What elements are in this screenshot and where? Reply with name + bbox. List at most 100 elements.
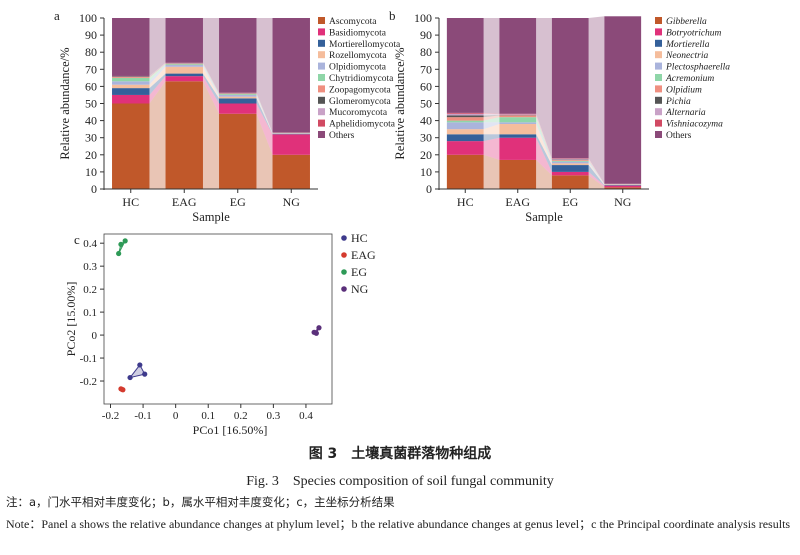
panel-b-band-pichia-0 <box>483 115 500 118</box>
panel-b-bar-gibberella-eg <box>551 175 589 189</box>
panel-b-bar-gibberella-ng <box>604 187 642 189</box>
panel-b-bar-olpidium-eg <box>551 159 589 161</box>
panel-b-bar-acremonium-eag <box>499 117 537 123</box>
panel-a-band-rozellomycota-1 <box>202 66 220 99</box>
panel-c-ytick-label: -0.2 <box>80 376 97 388</box>
panel-a-ytick-label: 80 <box>85 45 97 59</box>
panel-b-legend-label-neonectria: Neonectria <box>665 51 708 61</box>
panel-a-ytick-label: 70 <box>85 62 97 76</box>
panel-a-bar-ascomycota-eg <box>219 113 257 189</box>
panel-c-ytick-label: 0.4 <box>83 238 97 250</box>
panel-c-ytick-label: 0.2 <box>83 284 97 296</box>
panel-a-ytick-label: 40 <box>85 114 97 128</box>
panel-c-hull-eg <box>118 240 126 254</box>
panel-a-band-rozellomycota-2 <box>256 96 273 134</box>
panel-b-bar-plectosphaerella-hc <box>446 122 484 130</box>
panel-c-legend-label-eag: EAG <box>351 248 376 262</box>
panel-a-bar-others-eg <box>219 18 257 93</box>
panel-b-legend-swatch-pichia <box>655 96 662 104</box>
panel-c-legend-marker-eg <box>341 269 347 275</box>
panel-a-legend-label-zoopagomycota: Zoopagomycota <box>329 85 392 95</box>
panel-a-band-glomeromycota-1 <box>202 63 220 94</box>
panel-b-band-olpidium-0 <box>483 115 500 121</box>
panel-b-band-olpidium-1 <box>536 115 552 161</box>
panel-b-band-olpidium-2 <box>588 159 605 185</box>
panel-a-legend-label-rozellomycota: Rozellomycota <box>329 51 387 61</box>
panel-b-band-mortierella-2 <box>588 165 605 186</box>
panel-b-band-alternaria-0 <box>483 113 500 116</box>
panel-a-bar-olpidiomycota-eg <box>219 94 257 97</box>
panel-b-band-others-2 <box>588 16 605 184</box>
panel-c-ytick-label: -0.1 <box>80 353 97 365</box>
panel-a-bar-ascomycota-eag <box>165 81 203 189</box>
panel-c-point-hc-1 <box>137 362 143 368</box>
panel-a-bar-olpidiomycota-hc <box>112 81 150 85</box>
panel-b-bar-pichia-hc <box>446 115 484 118</box>
panel-a-bar-others-eag <box>165 18 203 63</box>
panel-c-legend-label-eg: EG <box>351 265 367 279</box>
panel-a-band-others-0 <box>149 18 166 76</box>
panel-a-ytick-label: 0 <box>91 182 97 196</box>
panel-b-legend-swatch-alternaria <box>655 108 662 116</box>
panel-a-legend-swatch-chytridiomycota <box>318 74 325 81</box>
panel-b-legend-swatch-mortierella <box>655 39 662 47</box>
panel-b-legend-swatch-plectosphaerella <box>655 62 662 70</box>
panel-b-band-acremonium-0 <box>483 117 500 123</box>
panel-b-y-axis-title: Relative abundance/% <box>393 47 407 159</box>
panel-a-legend-label-mucoromycota: Mucoromycota <box>329 108 388 118</box>
panel-b-band-gibberella-0 <box>483 154 500 189</box>
panel-a-band-chytridiomycota-2 <box>256 94 273 134</box>
panel-b-legend-swatch-vishniacozyma <box>655 119 662 127</box>
panel-a-band-zoopagomycota-1 <box>202 63 220 95</box>
panel-a-band-olpidiomycota-0 <box>149 65 166 85</box>
panel-b-legend-swatch-neonectria <box>655 51 662 59</box>
panel-c-point-eg-0 <box>116 250 122 257</box>
panel-c-x-axis-title: PCo1 [16.50%] <box>193 423 268 437</box>
panel-b-bar-acremonium-hc <box>446 120 484 123</box>
panel-b-band-pichia-2 <box>588 159 605 185</box>
panel-b-legend-swatch-others <box>655 131 662 138</box>
panel-b-legend-label-gibberella: Gibberella <box>666 17 707 27</box>
panel-b-xtick-label: HC <box>457 195 474 209</box>
panel-b-bar-botryotrichum-hc <box>446 141 484 155</box>
panel-a-label: a <box>54 8 60 23</box>
panel-a-band-mucoromycota-2 <box>256 92 273 133</box>
panel-b-chart: b 0 10 20 30 40 50 60 70 80 90 100 HC EAG EG NG Sample Re… <box>389 8 730 224</box>
panel-b-band-gibberella-2 <box>588 175 605 189</box>
panel-a-legend-label-glomeromycota: Glomeromycota <box>329 97 392 107</box>
panel-a-legend-swatch-mucoromycota <box>318 108 325 116</box>
panel-a-legend-label-mortierellomycota: Mortierellomycota <box>329 40 401 50</box>
panel-b-bar-neonectria-eag <box>499 124 537 135</box>
panel-b-bar-others-eg <box>551 18 589 159</box>
panel-b-bar-mortierella-eg <box>551 165 589 172</box>
panel-b-band-vishniacozyma-1 <box>536 113 552 159</box>
panel-a-band-mucoromycota-0 <box>149 62 166 77</box>
panel-a-legend-swatch-olpidiomycota <box>318 62 325 70</box>
panel-b-label: b <box>389 8 396 23</box>
panel-c-point-hc-2 <box>142 371 148 377</box>
panel-b-legend-swatch-botryotrichum <box>655 28 662 36</box>
panel-b-xtick-label: EAG <box>505 195 530 209</box>
panel-a-band-basidiomycota-2 <box>256 103 273 155</box>
panel-b-bar-botryotrichum-eag <box>499 137 537 160</box>
panel-a-band-glomeromycota-0 <box>149 63 166 77</box>
panel-a-band-glomeromycota-2 <box>256 93 273 133</box>
panel-b-ytick-label: 60 <box>420 79 432 93</box>
panel-b-band-others-0 <box>483 18 500 114</box>
panel-b-bar-others-hc <box>446 18 484 113</box>
panel-a-legend-swatch-others <box>318 131 325 138</box>
panel-b-band-neonectria-2 <box>588 163 605 186</box>
panel-b-legend-label-vishniacozyma: Vishniacozyma <box>666 120 723 130</box>
panel-b-bar-olpidium-hc <box>446 117 484 121</box>
panel-c-xtick-label: 0.4 <box>299 410 313 422</box>
panel-b-bar-vishniacozyma-eg <box>551 158 589 159</box>
figure-caption-chinese: 图 3 土壤真菌群落物种组成 <box>308 446 492 462</box>
panel-a-bar-mortierellomycota-eg <box>219 98 257 104</box>
panel-a-band-mortierellomycota-2 <box>256 98 273 135</box>
panel-a-legend-label-ascomycota: Ascomycota <box>329 17 377 27</box>
panel-b-bar-mortierella-hc <box>446 134 484 142</box>
panel-a-xtick-label: HC <box>122 195 139 209</box>
panel-b-bar-botryotrichum-ng <box>604 185 642 188</box>
panel-a-legend-swatch-ascomycota <box>318 17 325 24</box>
panel-a-bar-glomeromycota-hc <box>112 76 150 77</box>
